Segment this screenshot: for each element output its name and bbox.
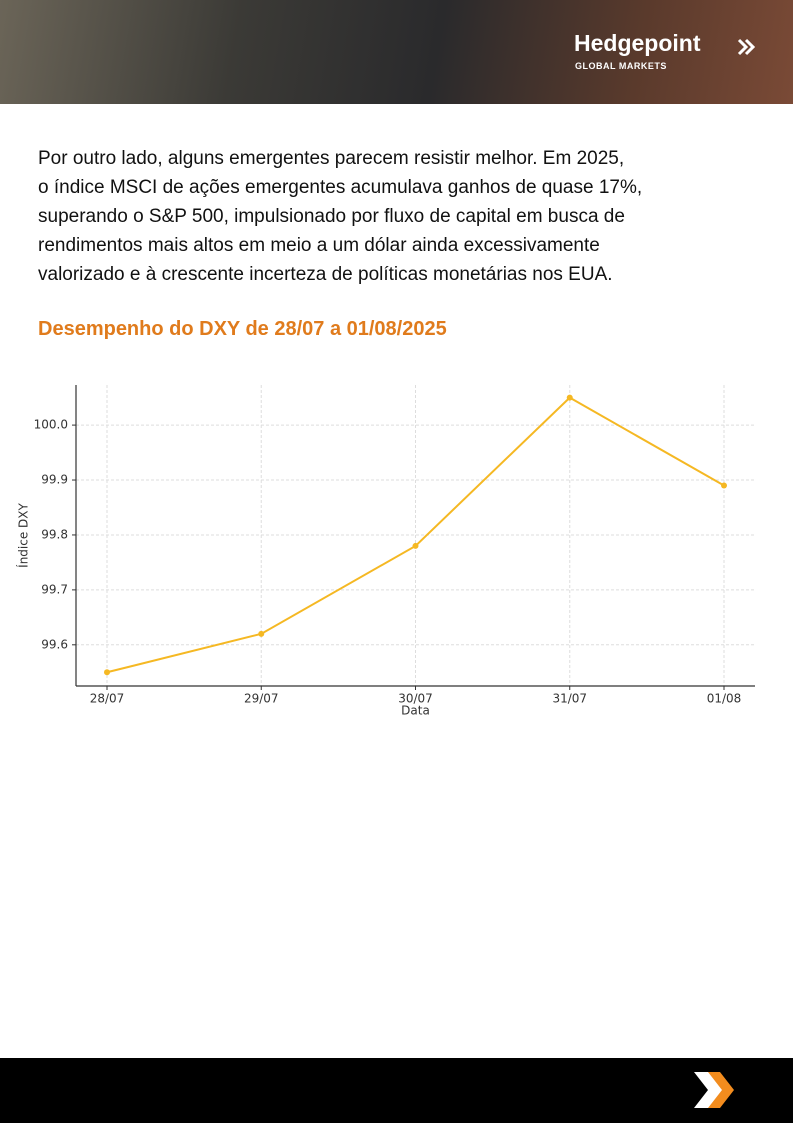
x-tick-label: 30/07: [398, 692, 433, 706]
y-tick-label: 100.0: [34, 418, 68, 432]
brand-chevrons: [737, 38, 756, 56]
paragraph: Por outro lado, alguns emergentes parece…: [38, 144, 642, 289]
y-tick-label: 99.7: [41, 582, 68, 596]
paragraph-line: rendimentos mais altos em meio a um dóla…: [38, 235, 600, 256]
point: [412, 542, 419, 549]
point: [258, 630, 265, 637]
y-axis-label: Índice DXY: [16, 502, 31, 567]
x-tick-label: 28/07: [90, 692, 125, 706]
y-tick-label: 99.6: [41, 637, 68, 651]
brand: Hedgepoint: [574, 30, 701, 57]
paragraph-line: superando o S&P 500, impulsionado por fl…: [38, 206, 625, 227]
section-title: Desempenho do DXY de 28/07 a 01/08/2025: [38, 318, 447, 340]
paragraph-line: o índice MSCI de ações emergentes acumul…: [38, 177, 643, 198]
paragraph-line: valorizado e à crescente incerteza de po…: [38, 264, 613, 285]
point: [566, 394, 573, 401]
x-tick-label: 31/07: [552, 692, 587, 706]
x-tick-label: 01/08: [707, 692, 742, 706]
x-tick-label: 29/07: [244, 692, 279, 706]
header: Hedgepoint GLOBAL MARKETS: [0, 0, 793, 104]
point: [104, 669, 110, 676]
paragraph-line: Por outro lado, alguns emergentes parece…: [38, 148, 625, 169]
footer: [0, 1058, 793, 1123]
y-tick-label: 99.8: [41, 527, 68, 541]
x-axis-label: Data: [401, 704, 430, 718]
chart: 99.6 99.7 99.8 99.9 100.0 28/07 29/07 30/07 31/0…: [16, 385, 755, 718]
brand-subtitle: GLOBAL MARKETS: [575, 61, 667, 71]
footer-logo: [694, 1072, 734, 1108]
brand-name: Hedgepoint: [574, 30, 701, 56]
y-tick-label: 99.9: [41, 473, 68, 487]
point: [721, 482, 727, 489]
